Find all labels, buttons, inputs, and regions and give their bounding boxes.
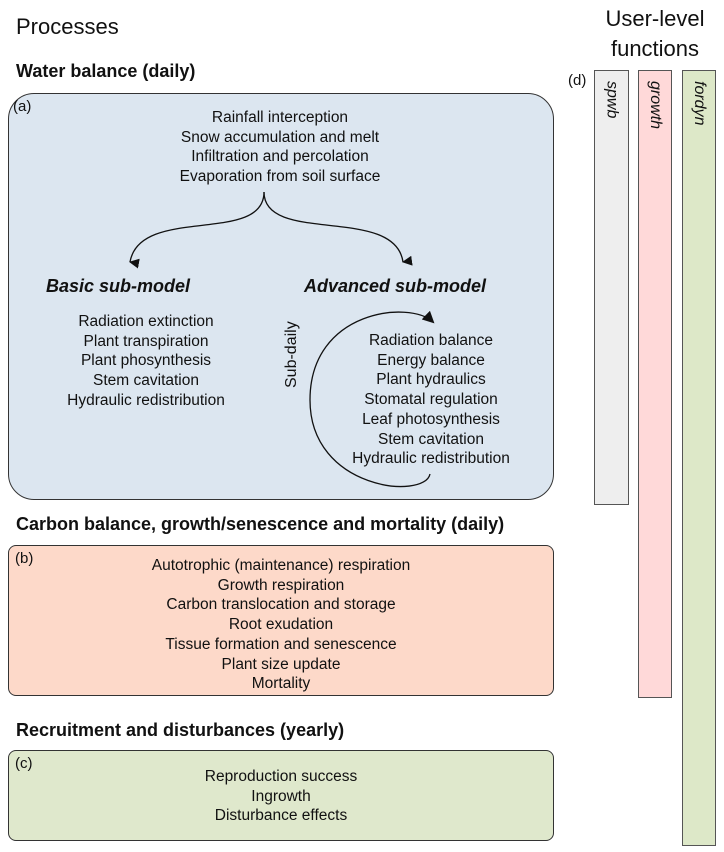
function-spwb: spwb <box>594 70 629 505</box>
function-name: growth <box>647 81 664 130</box>
sub-daily-label: Sub-daily <box>283 321 300 388</box>
carbon-items: Autotrophic (maintenance) respiration Gr… <box>9 556 553 694</box>
sub-daily-loop-arrow <box>309 310 435 488</box>
water-balance-box: (a) <box>8 93 554 500</box>
recruitment-box: (c) Reproduction success Ingrowth Distur… <box>8 750 554 841</box>
basic-submodel-title: Basic sub-model <box>46 276 191 296</box>
water-heading: Water balance (daily) <box>16 61 196 81</box>
carbon-heading: Carbon balance, growth/senescence and mo… <box>16 514 505 534</box>
carbon-item: Tissue formation and senescence <box>165 635 397 653</box>
advanced-items: Radiation balance Energy balance Plant h… <box>326 331 536 469</box>
advanced-item: Plant hydraulics <box>376 371 486 389</box>
carbon-item: Growth respiration <box>217 576 345 594</box>
advanced-item: Energy balance <box>377 351 485 369</box>
panel-label-a: (a) <box>13 98 32 115</box>
panel-label-c: (c) <box>15 755 33 772</box>
arrow-to-advanced <box>263 191 413 266</box>
panel-label-b: (b) <box>15 550 34 567</box>
process-item: Evaporation from soil surface <box>179 168 381 186</box>
basic-item: Plant transpiration <box>83 332 209 350</box>
panel-label-d: (d) <box>568 72 587 89</box>
recruitment-items: Reproduction success Ingrowth Disturbanc… <box>9 767 553 826</box>
advanced-submodel-title: Advanced sub-model <box>304 276 487 296</box>
functions-title: User-level functions <box>590 4 720 64</box>
function-name: fordyn <box>691 81 708 126</box>
arrow-to-basic <box>129 191 265 269</box>
recruitment-item: Disturbance effects <box>214 807 348 825</box>
advanced-item: Radiation balance <box>368 332 494 349</box>
recruitment-item: Reproduction success <box>204 768 358 785</box>
water-processes: Rainfall interception Snow accumulation … <box>120 108 440 187</box>
recruitment-item: Ingrowth <box>251 787 311 805</box>
functions-title-line: functions <box>610 36 700 61</box>
functions-title-line: User-level <box>605 6 705 31</box>
process-item: Rainfall interception <box>211 109 349 126</box>
recruitment-heading: Recruitment and disturbances (yearly) <box>16 720 345 740</box>
advanced-item: Leaf photosynthesis <box>362 410 500 428</box>
function-growth: growth <box>638 70 672 698</box>
carbon-item: Carbon translocation and storage <box>166 596 396 614</box>
processes-title: Processes <box>16 14 119 39</box>
carbon-item: Root exudation <box>228 616 334 634</box>
carbon-item: Plant size update <box>221 655 341 673</box>
carbon-item: Mortality <box>251 675 311 693</box>
basic-item: Stem cavitation <box>93 372 199 390</box>
process-item: Infiltration and percolation <box>191 148 369 166</box>
basic-items: Radiation extinction Plant transpiration… <box>36 312 256 411</box>
process-item: Snow accumulation and melt <box>180 128 380 146</box>
carbon-box: (b) Autotrophic (maintenance) respiratio… <box>8 545 554 696</box>
basic-item: Plant phosynthesis <box>80 352 212 370</box>
function-fordyn: fordyn <box>682 70 716 846</box>
advanced-item: Stomatal regulation <box>364 391 498 409</box>
basic-item: Radiation extinction <box>78 313 214 330</box>
basic-item: Hydraulic redistribution <box>67 391 225 409</box>
advanced-item: Stem cavitation <box>378 430 484 448</box>
carbon-item: Autotrophic (maintenance) respiration <box>151 557 411 574</box>
function-name: spwb <box>603 81 621 119</box>
advanced-item: Hydraulic redistribution <box>352 450 510 468</box>
